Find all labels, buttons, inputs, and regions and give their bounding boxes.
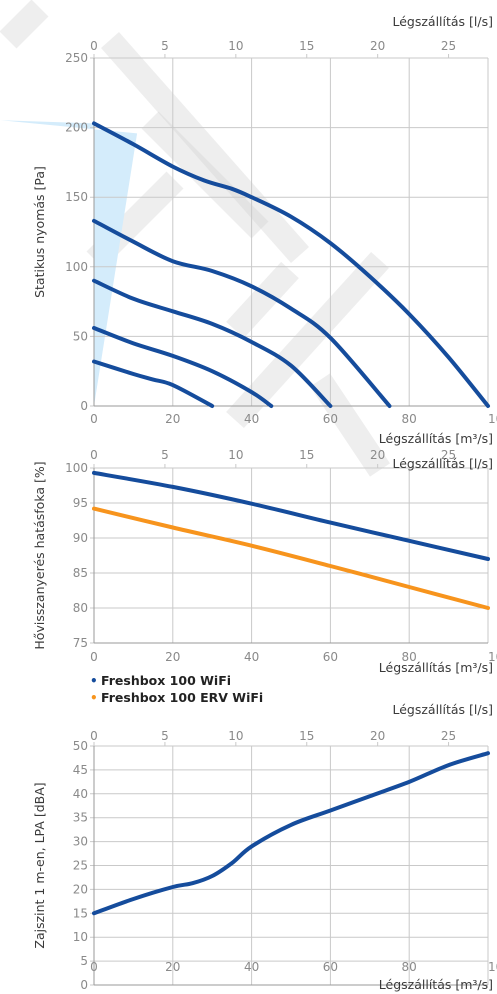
- y-axis-title: Statikus nyomás [Pa]: [32, 166, 47, 298]
- x2-axis-title: Légszállítás [l/s]: [392, 702, 493, 717]
- x-tick-label: 40: [244, 650, 259, 664]
- x-tick-label: 100: [488, 650, 497, 664]
- x2-tick-label: 25: [441, 729, 456, 743]
- x2-tick-label: 25: [441, 448, 456, 462]
- series-line-5: [92, 359, 215, 408]
- series-line-3: [92, 278, 333, 408]
- x-tick-label: 0: [90, 960, 98, 974]
- x2-tick-label: 20: [370, 39, 385, 53]
- x-tick-label: 60: [323, 412, 338, 426]
- y-tick-label: 80: [73, 601, 88, 615]
- noise-chart: 0510152025303540455002040608010005101520…: [32, 702, 497, 992]
- x2-tick-label: 0: [90, 448, 98, 462]
- legend-marker: •: [90, 674, 98, 688]
- x2-tick-label: 20: [370, 448, 385, 462]
- operating-area: [0, 120, 138, 407]
- y-tick-label: 100: [65, 461, 88, 475]
- legend-label: Freshbox 100 ERV WiFi: [101, 690, 263, 705]
- series-line-2: [92, 506, 490, 610]
- series-line-2: [92, 218, 392, 408]
- watermark-stroke: [141, 111, 269, 239]
- pressure-chart: 0501001502002500204060801000510152025Lég…: [0, 14, 497, 446]
- x2-tick-label: 5: [161, 729, 169, 743]
- y-tick-label: 30: [73, 835, 88, 849]
- y-tick-label: 15: [73, 906, 88, 920]
- x2-axis-title: Légszállítás [l/s]: [392, 456, 493, 471]
- x-axis-title: Légszállítás [m³/s]: [379, 431, 493, 446]
- y-tick-label: 75: [73, 636, 88, 650]
- y-tick-label: 50: [73, 329, 88, 343]
- y-tick-label: 150: [65, 190, 88, 204]
- series-line-1: [92, 470, 490, 561]
- y-tick-label: 0: [80, 978, 88, 992]
- x-tick-label: 40: [244, 412, 259, 426]
- y-tick-label: 100: [65, 260, 88, 274]
- y-tick-label: 250: [65, 51, 88, 65]
- series-line-1: [92, 751, 490, 916]
- y-tick-label: 20: [73, 882, 88, 896]
- y-tick-label: 0: [80, 399, 88, 413]
- x-axis-title: Légszállítás [m³/s]: [379, 977, 493, 992]
- y-tick-label: 200: [65, 121, 88, 135]
- y-tick-label: 45: [73, 763, 88, 777]
- x-tick-label: 40: [244, 960, 259, 974]
- x2-tick-label: 25: [441, 39, 456, 53]
- y-tick-label: 35: [73, 811, 88, 825]
- x2-tick-label: 15: [299, 729, 314, 743]
- x-tick-label: 100: [488, 412, 497, 426]
- x-tick-label: 20: [165, 412, 180, 426]
- x2-tick-label: 20: [370, 729, 385, 743]
- y-tick-label: 50: [73, 739, 88, 753]
- series-line-1: [92, 121, 490, 408]
- legend-marker: •: [90, 691, 98, 705]
- y-tick-label: 10: [73, 930, 88, 944]
- y-tick-label: 40: [73, 787, 88, 801]
- x-tick-label: 60: [323, 960, 338, 974]
- y-tick-label: 5: [80, 954, 88, 968]
- legend-label: Freshbox 100 WiFi: [101, 673, 231, 688]
- watermark-stroke: [226, 261, 299, 339]
- y-axis-title: Hővisszanyerés hatásfoka [%]: [32, 461, 47, 649]
- x2-tick-label: 5: [161, 448, 169, 462]
- watermark-stroke: [226, 251, 389, 429]
- y-axis-title: Zajszint 1 m-en, LPA [dBA]: [32, 782, 47, 948]
- x-tick-label: 0: [90, 412, 98, 426]
- watermark-stroke: [101, 32, 309, 263]
- x2-tick-label: 10: [228, 448, 243, 462]
- x2-tick-label: 15: [299, 448, 314, 462]
- y-tick-label: 95: [73, 496, 88, 510]
- x2-tick-label: 0: [90, 39, 98, 53]
- x2-tick-label: 0: [90, 729, 98, 743]
- watermark-stroke: [0, 0, 49, 49]
- x-tick-label: 80: [402, 412, 417, 426]
- y-tick-label: 25: [73, 859, 88, 873]
- x2-tick-label: 10: [228, 729, 243, 743]
- x-tick-label: 20: [165, 650, 180, 664]
- x-tick-label: 80: [402, 650, 417, 664]
- series-line-4: [92, 326, 274, 408]
- x2-tick-label: 15: [299, 39, 314, 53]
- x2-axis-title: Légszállítás [l/s]: [392, 14, 493, 29]
- x-tick-label: 20: [165, 960, 180, 974]
- x2-tick-label: 10: [228, 39, 243, 53]
- x-tick-label: 80: [402, 960, 417, 974]
- x2-tick-label: 5: [161, 39, 169, 53]
- x-tick-label: 0: [90, 650, 98, 664]
- y-tick-label: 90: [73, 531, 88, 545]
- efficiency-chart: 75808590951000204060801000510152025Légsz…: [32, 448, 497, 705]
- x-tick-label: 100: [488, 960, 497, 974]
- x-axis-title: Légszállítás [m³/s]: [379, 660, 493, 675]
- x-tick-label: 60: [323, 650, 338, 664]
- y-tick-label: 85: [73, 566, 88, 580]
